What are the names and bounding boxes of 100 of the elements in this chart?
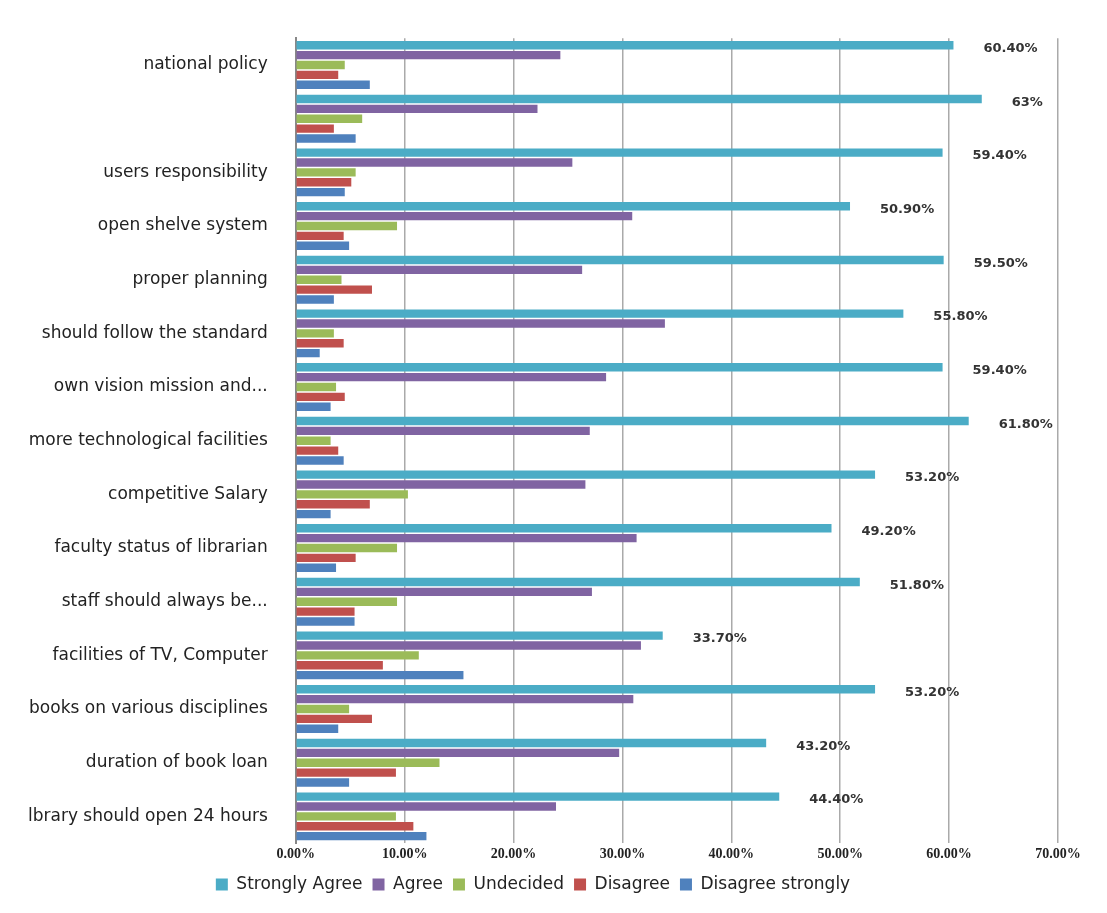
bar: [296, 104, 538, 114]
bar: [296, 231, 344, 241]
y-tick-label: competitive Salary: [108, 482, 268, 503]
data-label: 43.20%: [796, 737, 851, 753]
x-tick-label: 60.00%: [926, 846, 972, 862]
bar: [296, 724, 339, 733]
y-tick-label: faculty status of librarian: [54, 536, 268, 557]
bar: [296, 94, 982, 104]
legend-label: Strongly Agree: [236, 872, 363, 893]
y-tick-label: lbrary should open 24 hours: [27, 804, 268, 825]
bar: [296, 661, 383, 670]
data-label: 59.50%: [973, 254, 1028, 270]
data-label: 51.80%: [889, 576, 944, 592]
bar: [296, 651, 419, 660]
bar: [296, 348, 320, 358]
bar: [296, 50, 561, 60]
x-tick-label: 50.00%: [817, 846, 863, 862]
y-tick-label: staff should always be...: [61, 590, 268, 611]
data-label: 49.20%: [861, 523, 916, 539]
bar: [296, 533, 637, 543]
bar: [296, 553, 356, 563]
bar: [296, 617, 355, 626]
y-tick-label: duration of book loan: [85, 751, 268, 772]
bar: [296, 480, 586, 489]
bar: [296, 70, 339, 80]
bar: [296, 187, 345, 197]
bar: [296, 577, 860, 587]
bar: [296, 60, 345, 70]
bar: [296, 211, 633, 221]
bar: [296, 178, 352, 187]
bar: [296, 714, 372, 724]
bar: [296, 802, 557, 811]
bar: [296, 382, 337, 392]
data-label: 33.70%: [692, 630, 747, 646]
bar: [296, 758, 440, 767]
data-label: 44.40%: [809, 791, 864, 807]
bar: [296, 456, 344, 465]
bar: [296, 768, 396, 777]
y-tick-label: facilities of TV, Computer: [52, 643, 268, 664]
x-tick-label: 20.00%: [490, 846, 537, 862]
bar: [296, 509, 331, 519]
bar: [296, 748, 620, 758]
bar: [296, 202, 851, 211]
bar: [296, 822, 414, 831]
x-tick-label: 10.00%: [381, 846, 428, 862]
y-tick-label: open shelve system: [97, 214, 268, 235]
bar: [296, 329, 334, 338]
legend-label: Disagree strongly: [700, 872, 851, 893]
data-label: 59.40%: [972, 362, 1027, 378]
y-tick-label: users responsibility: [103, 160, 268, 181]
legend-label: Agree: [393, 872, 443, 893]
bar: [296, 831, 427, 841]
bar: [296, 812, 396, 821]
bar: [296, 685, 876, 694]
bar: [296, 241, 350, 250]
y-tick-label: own vision mission and...: [53, 375, 268, 396]
bar: [296, 607, 355, 616]
x-tick-label: 70.00%: [1035, 846, 1081, 862]
bar: [296, 631, 663, 640]
bar: [296, 436, 331, 445]
bar: [296, 563, 337, 572]
data-label: 50.90%: [880, 201, 935, 217]
bar: [296, 597, 398, 606]
bar: [296, 158, 573, 167]
bar: [296, 416, 969, 426]
bar: [296, 309, 904, 318]
bar: [296, 490, 408, 499]
legend-label: Disagree: [594, 872, 670, 893]
bar: [296, 134, 356, 143]
x-tick-label: 30.00%: [599, 846, 646, 862]
bar: [296, 446, 339, 455]
bar: [296, 41, 954, 50]
bar: [296, 265, 583, 275]
bar: [296, 470, 876, 479]
bar: [296, 402, 331, 411]
y-tick-label: more technological facilities: [28, 429, 268, 450]
y-tick-label: national policy: [143, 53, 268, 74]
bar: [296, 524, 832, 533]
bar: [296, 670, 464, 680]
bar: [296, 148, 943, 157]
bar: [296, 114, 363, 123]
bar: [296, 255, 944, 265]
bar: [296, 587, 592, 597]
y-tick-label: should follow the standard: [41, 321, 268, 342]
bar: [296, 124, 334, 133]
x-tick-label: 0.00%: [276, 846, 316, 862]
data-label: 63%: [1011, 93, 1043, 109]
bar: [296, 168, 356, 177]
bar: [296, 372, 607, 382]
bar: [296, 738, 767, 748]
y-tick-label: proper planning: [132, 268, 268, 289]
bar: [296, 275, 342, 284]
data-label: 55.80%: [933, 308, 988, 324]
bar: [296, 221, 398, 231]
bar: [296, 500, 370, 509]
data-label: 60.40%: [983, 40, 1038, 56]
data-label: 53.20%: [905, 684, 960, 700]
data-label: 59.40%: [972, 147, 1027, 163]
bar: [296, 295, 334, 304]
bar: [296, 704, 350, 714]
